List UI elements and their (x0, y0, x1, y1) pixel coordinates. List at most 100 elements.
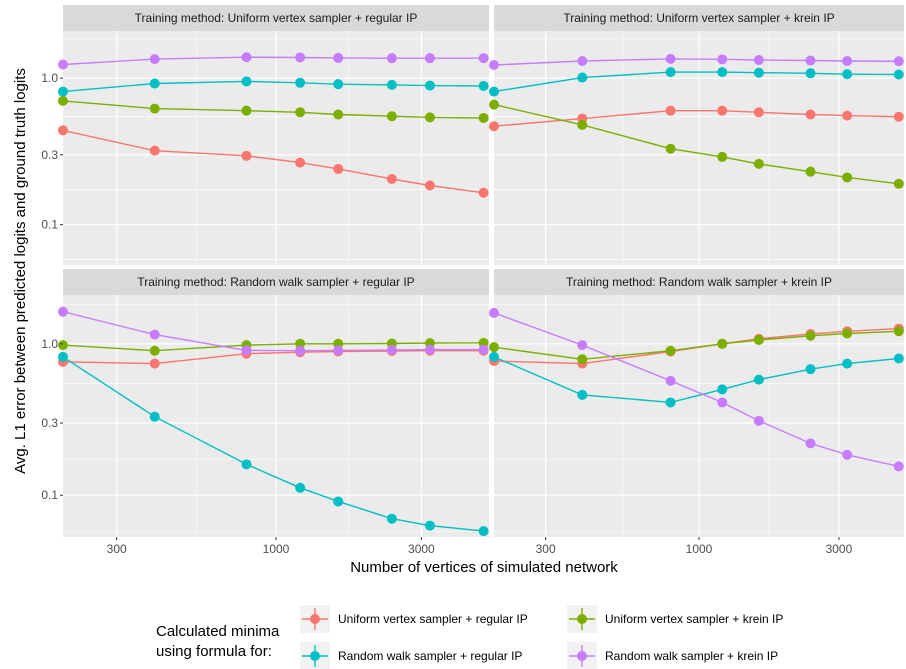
data-point (58, 95, 68, 106)
series-uniform-vertex-sampler-krein-ip (58, 337, 489, 356)
data-point (149, 103, 160, 114)
legend-item-uniform-vertex-sampler-krein-ip: Uniform vertex sampler + krein IP (567, 605, 783, 633)
series-line (493, 330, 899, 361)
data-point (241, 105, 252, 116)
panel-strip (63, 269, 489, 295)
data-point (665, 375, 676, 386)
data-point (665, 397, 676, 408)
data-point (333, 163, 344, 174)
data-point (241, 52, 252, 63)
data-point (478, 344, 489, 355)
data-point (842, 172, 853, 183)
legend-key-point (577, 651, 587, 661)
data-point (577, 340, 588, 351)
panel-2: Training method: Uniform vertex sampler … (489, 5, 904, 265)
data-point (295, 157, 306, 168)
data-point (478, 526, 489, 537)
data-point (717, 397, 728, 408)
panel-title: Training method: Uniform vertex sampler … (135, 11, 418, 25)
data-point (295, 345, 306, 356)
legend-key-point (577, 614, 587, 624)
data-point (489, 342, 499, 353)
data-point (149, 54, 160, 65)
y-tick-label: 1.0 (41, 337, 58, 351)
data-point (489, 99, 499, 110)
data-point (753, 334, 764, 345)
data-point (333, 496, 344, 507)
data-point (386, 111, 397, 122)
data-point (753, 374, 764, 385)
data-point (577, 56, 588, 67)
data-point (489, 121, 499, 132)
data-point (241, 76, 252, 87)
data-point (58, 125, 68, 136)
x-axis: 300 1000 3000 300 1000 3000 (107, 537, 853, 556)
data-point (489, 60, 499, 71)
series-random-walk-sampler-regular-ip (489, 351, 904, 408)
data-point (665, 345, 676, 356)
panel-title: Training method: Uniform vertex sampler … (563, 11, 834, 25)
data-point (842, 69, 853, 80)
data-point (893, 461, 904, 472)
data-point (577, 389, 588, 400)
panel-4: Training method: Random walk sampler + k… (489, 269, 904, 537)
data-point (58, 340, 68, 351)
data-point (295, 338, 306, 349)
data-point (386, 53, 397, 64)
y-tick-label: 0.3 (41, 148, 58, 162)
panel-title: Training method: Random walk sampler + r… (137, 275, 414, 289)
panel-strip (494, 269, 904, 295)
data-point (665, 105, 676, 116)
data-point (805, 438, 816, 449)
data-point (58, 86, 68, 97)
series-random-walk-sampler-regular-ip (58, 351, 489, 537)
panel-title: Training method: Random walk sampler + k… (566, 275, 832, 289)
x-axis-title: Number of vertices of simulated network (350, 559, 618, 576)
series-line (62, 56, 484, 66)
legend-label: Random walk sampler + krein IP (605, 649, 778, 663)
data-point (717, 338, 728, 349)
data-point (478, 53, 489, 64)
x-tick-label: 3000 (408, 542, 435, 556)
data-point (753, 415, 764, 426)
series-line (493, 71, 899, 93)
series-line (62, 100, 484, 119)
legend-title-line-1: Calculated minima (156, 623, 280, 640)
data-point (753, 55, 764, 66)
data-point (893, 353, 904, 364)
data-point (295, 52, 306, 63)
data-point (386, 79, 397, 90)
series-random-walk-sampler-regular-ip (489, 67, 904, 97)
data-point (577, 72, 588, 83)
data-point (893, 326, 904, 337)
data-point (478, 187, 489, 198)
data-point (577, 119, 588, 130)
legend-label: Random walk sampler + regular IP (338, 649, 522, 663)
data-point (893, 56, 904, 67)
series-line (493, 58, 899, 66)
series-line (62, 342, 484, 352)
data-point (333, 52, 344, 63)
legend-key-point (310, 614, 320, 624)
data-point (295, 107, 306, 118)
data-point (333, 109, 344, 120)
series-random-walk-sampler-krein-ip (58, 306, 489, 356)
panel-strip (494, 5, 904, 31)
data-point (149, 329, 160, 340)
data-point (805, 330, 816, 341)
legend-item-uniform-vertex-sampler-regular-ip: Uniform vertex sampler + regular IP (300, 605, 528, 633)
series-line (62, 311, 484, 352)
data-point (241, 459, 252, 470)
data-point (295, 482, 306, 493)
data-point (805, 166, 816, 177)
data-point (893, 111, 904, 122)
data-point (665, 67, 676, 78)
data-point (805, 109, 816, 120)
panel-3: Training method: Random walk sampler + r… (58, 269, 489, 537)
legend-item-random-walk-sampler-regular-ip: Random walk sampler + regular IP (300, 642, 522, 669)
y-tick-label: 0.1 (41, 218, 58, 232)
panels: Training method: Uniform vertex sampler … (58, 5, 904, 537)
data-point (489, 351, 499, 362)
series-uniform-vertex-sampler-krein-ip (58, 95, 489, 123)
